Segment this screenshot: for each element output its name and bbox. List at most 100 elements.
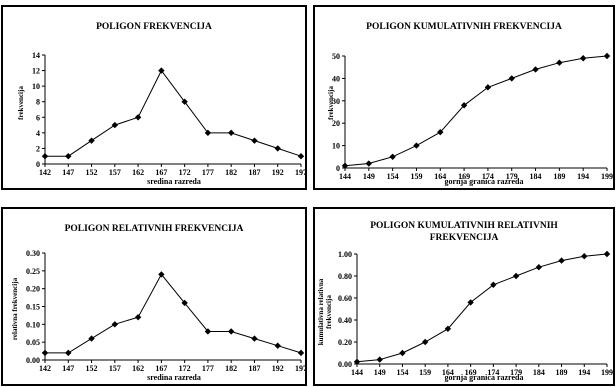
data-point-marker	[508, 75, 515, 82]
data-point-marker	[111, 321, 119, 328]
data-point-marker	[88, 335, 95, 342]
x-tick-label: 154	[396, 368, 408, 377]
chart-title: POLIGON FREKVENCIJA	[3, 21, 305, 33]
x-tick-label: 159	[419, 368, 431, 377]
y-tick-label: 2	[36, 144, 40, 153]
x-tick-label: 174	[487, 368, 499, 377]
data-point-marker	[41, 349, 49, 357]
chart-title: POLIGON KUMULATIVNIH RELATIVNIH FREKVENC…	[315, 220, 613, 244]
data-point-marker	[251, 335, 258, 342]
y-tick-label: 0.60	[338, 294, 352, 303]
data-point-marker	[181, 98, 188, 105]
data-point-marker	[134, 114, 142, 121]
x-tick-label: 199	[601, 368, 613, 377]
data-point-marker	[65, 153, 72, 160]
x-tick-label: 159	[410, 172, 422, 181]
data-point-marker	[65, 349, 72, 357]
data-point-marker	[158, 67, 165, 74]
y-tick-label: 1.00	[338, 250, 352, 259]
series-line	[45, 273, 302, 354]
data-point-marker	[556, 59, 563, 66]
x-axis-label: sredina razreda	[147, 177, 201, 186]
chart-title-line: POLIGON KUMULATIVNIH RELATIVNIH	[370, 221, 558, 231]
x-tick-label: 167	[155, 364, 167, 373]
y-tick-label: 0.40	[338, 316, 352, 325]
x-tick-label: 189	[553, 172, 565, 181]
data-point-marker	[181, 299, 188, 307]
x-tick-label: 192	[272, 168, 284, 177]
y-tick-label: 0.20	[338, 338, 352, 347]
y-axis-label-line: kumulativna relativna	[317, 278, 325, 346]
data-point-marker	[274, 145, 281, 152]
y-tick-label: 20	[332, 119, 340, 128]
x-tick-label: 187	[248, 168, 260, 177]
x-tick-label: 184	[530, 172, 542, 181]
data-point-marker	[297, 153, 305, 160]
data-point-marker	[274, 342, 281, 349]
x-tick-label: 179	[506, 172, 518, 181]
series-line	[356, 253, 608, 363]
data-point-marker	[558, 257, 565, 264]
data-point-marker	[297, 349, 305, 357]
x-tick-label: 162	[132, 168, 144, 177]
x-tick-label: 197	[295, 168, 305, 177]
x-tick-label: 189	[556, 368, 568, 377]
y-tick-label: 12	[32, 67, 40, 76]
x-tick-label: 184	[533, 368, 545, 377]
data-point-marker	[532, 66, 539, 73]
x-tick-label: 149	[374, 368, 386, 377]
data-point-marker	[204, 129, 212, 137]
y-tick-label: 10	[32, 82, 40, 91]
y-tick-label: 40	[332, 74, 340, 83]
chart-panel-frequency-polygon: POLIGON FREKVENCIJA 0 2 4 6 8 10 12 14 142 147 152…	[1, 5, 307, 190]
x-tick-label: 167	[155, 168, 167, 177]
x-tick-label: 172	[179, 168, 191, 177]
x-tick-label: 164	[442, 368, 454, 377]
data-point-marker	[376, 356, 383, 363]
x-tick-label: 187	[248, 364, 260, 373]
y-tick-label: 0.15	[26, 303, 40, 312]
x-tick-label: 177	[202, 168, 214, 177]
data-point-marker	[467, 299, 474, 306]
x-tick-label: 194	[578, 368, 590, 377]
y-axis-label-line: relativna frekvencija	[11, 277, 19, 341]
x-tick-label: 164	[434, 172, 446, 181]
y-tick-label: 0.80	[338, 272, 352, 281]
data-point-marker	[603, 52, 611, 60]
chart-title-line: POLIGON FREKVENCIJA	[96, 22, 212, 32]
y-tick-label: 8	[36, 98, 40, 107]
x-tick-label: 172	[179, 364, 191, 373]
y-tick-label: 0.10	[26, 320, 40, 329]
x-tick-label: 157	[109, 168, 121, 177]
x-tick-label: 144	[351, 368, 363, 377]
y-tick-label: 0.20	[26, 285, 40, 294]
data-point-marker	[158, 271, 165, 278]
data-point-marker	[111, 121, 119, 129]
x-tick-label: 152	[86, 364, 98, 373]
y-tick-label: 4	[36, 129, 40, 138]
data-point-marker	[204, 328, 212, 335]
x-tick-label: 182	[225, 364, 237, 373]
x-tick-label: 149	[363, 172, 375, 181]
data-point-marker	[413, 142, 420, 149]
x-tick-label: 177	[202, 364, 214, 373]
y-tick-label: 0.00	[26, 356, 40, 365]
data-point-marker	[134, 314, 142, 321]
x-tick-label: 142	[39, 168, 51, 177]
data-point-marker	[444, 325, 452, 332]
chart-title: POLIGON KUMULATIVNIH FREKVENCIJA	[315, 21, 613, 33]
y-axis-label: relativna frekvencija	[11, 269, 19, 349]
y-tick-label: 6	[36, 113, 40, 122]
y-tick-label: 0.25	[26, 267, 40, 276]
data-point-marker	[399, 349, 406, 357]
x-tick-label: 169	[465, 368, 477, 377]
data-point-marker	[41, 153, 49, 160]
data-point-marker	[389, 153, 396, 160]
x-tick-label: 142	[39, 364, 51, 373]
data-point-marker	[512, 272, 520, 280]
y-tick-label: 0.05	[26, 338, 40, 347]
x-tick-label: 147	[62, 168, 74, 177]
y-tick-label: 10	[332, 142, 340, 151]
chart-title-line: POLIGON KUMULATIVNIH FREKVENCIJA	[366, 22, 562, 32]
y-axis-label-line: frekvencija	[325, 295, 333, 329]
